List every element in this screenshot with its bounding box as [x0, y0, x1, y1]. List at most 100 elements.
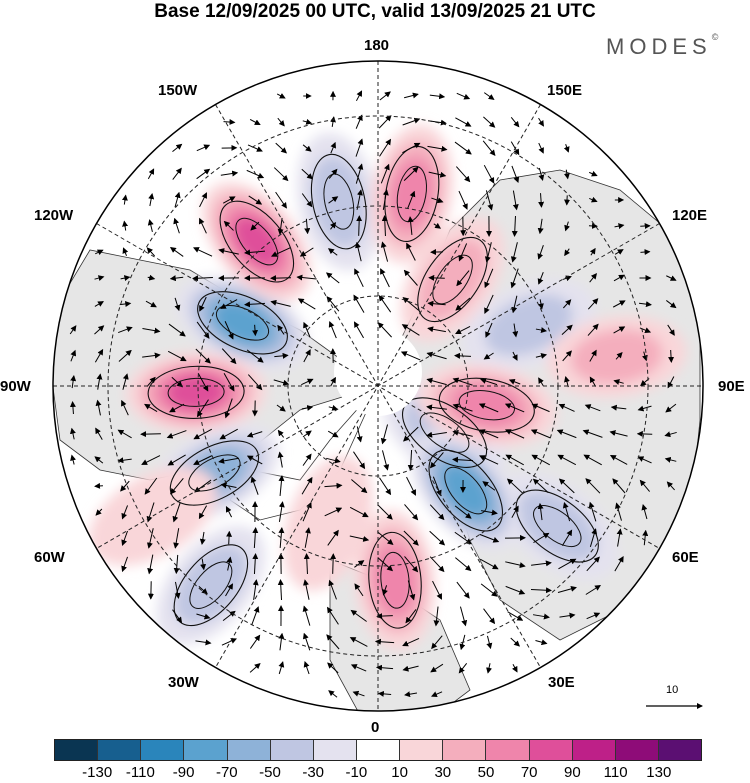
lon-label-180: 180 [364, 37, 390, 54]
streamline-contour [310, 153, 367, 250]
wind-arrow [639, 479, 651, 492]
lon-label-60w: 60W [34, 549, 65, 566]
wind-arrow [378, 115, 392, 129]
streamline-contour [167, 377, 225, 407]
colorbar-tick-label: 10 [391, 764, 408, 781]
wind-arrow [301, 405, 314, 411]
lon-label-150e: 150E [547, 82, 583, 99]
wind-arrow [192, 275, 213, 282]
wind-arrow [356, 426, 363, 443]
wind-arrow [146, 376, 156, 387]
wind-arrow [504, 429, 525, 439]
wind-arrow [637, 405, 652, 412]
wind-arrow [614, 223, 625, 230]
wind-arrow [144, 477, 158, 495]
wind-arrow [483, 116, 496, 128]
wind-arrow [530, 587, 552, 594]
wind-arrow [537, 502, 544, 521]
colorbar-swatch [443, 740, 487, 760]
streamline-contour [169, 440, 260, 506]
wind-arrow [351, 479, 368, 494]
wind-arrow [354, 560, 365, 568]
wind-arrow [302, 430, 312, 438]
wind-arrow [304, 218, 311, 235]
wind-arrow [400, 351, 421, 361]
wind-arrow [612, 300, 626, 308]
wind-arrow [328, 321, 337, 339]
wind-arrow [586, 612, 601, 620]
wind-arrow [199, 531, 206, 545]
wind-arrow [404, 691, 418, 698]
wind-arrow [664, 456, 677, 463]
polar-map [52, 60, 704, 712]
streamline-contour [197, 291, 288, 355]
wind-arrow [402, 142, 421, 154]
wind-arrow [561, 529, 573, 546]
colorbar-tick-label: -30 [302, 764, 325, 781]
wind-arrow [325, 272, 340, 284]
wind-arrow [485, 190, 494, 211]
wind-arrow [302, 453, 312, 466]
wind-arrow [330, 553, 337, 574]
wind-arrow [478, 403, 499, 413]
wind-arrow [404, 92, 419, 99]
wind-arrow [246, 431, 263, 438]
wind-arrow [95, 427, 103, 440]
wind-arrow [584, 404, 601, 412]
wind-arrow [278, 661, 285, 675]
wind-arrow [588, 170, 598, 177]
wind-arrow [427, 326, 446, 333]
colorbar-tick-label: 130 [646, 764, 672, 781]
wind-arrow [327, 529, 339, 546]
wind-arrow [302, 118, 313, 125]
wind-arrow [512, 323, 519, 338]
wind-arrow [167, 350, 187, 362]
wind-arrow [589, 247, 596, 256]
wind-arrow [276, 404, 286, 412]
wind-arrow [505, 561, 526, 569]
wind-arrow [512, 351, 518, 361]
wind-arrow [354, 268, 364, 288]
wind-arrow [426, 404, 447, 411]
colorbar-swatch [658, 740, 702, 760]
wind-arrow [121, 556, 128, 573]
wind-arrow [197, 372, 209, 392]
colorbar-ticks: -130 -110 -90 -70 -50 -30 -10 10 30 50 70 90 110 130 [54, 764, 702, 783]
wind-arrow [302, 144, 312, 152]
colorbar-tick-label: -130 [82, 764, 113, 781]
wind-arrow [403, 426, 419, 442]
wind-arrow [328, 579, 337, 600]
wind-arrow [251, 606, 260, 626]
wind-arrow [174, 581, 181, 600]
wind-arrow [121, 399, 129, 416]
wind-arrow [376, 531, 394, 545]
wind-arrow [169, 246, 184, 257]
wind-arrow [589, 528, 598, 548]
wind-arrow [561, 324, 573, 336]
wind-arrow [562, 350, 572, 362]
wind-arrow [147, 168, 155, 180]
wind-arrow [480, 583, 498, 597]
wind-arrow [429, 556, 445, 573]
wind-arrow [538, 142, 544, 154]
wind-arrow [349, 535, 370, 542]
wind-arrow [95, 399, 102, 416]
wind-arrow [402, 665, 419, 672]
wind-arrow [277, 117, 285, 127]
wind-arrow [297, 298, 316, 310]
wind-arrow [667, 324, 675, 336]
wind-arrow [376, 613, 393, 620]
wind-arrow [452, 429, 473, 437]
colorbar-swatch [313, 740, 357, 760]
wind-arrow [278, 527, 285, 549]
wind-arrow [429, 504, 445, 521]
wind-arrow [402, 296, 420, 311]
wind-arrow [302, 501, 312, 522]
wind-arrow [379, 477, 392, 496]
wind-arrow [250, 476, 259, 495]
wind-arrow [505, 585, 526, 595]
wind-arrow [270, 247, 291, 257]
wind-arrow [327, 662, 339, 674]
colorbar-swatch [55, 740, 99, 760]
wind-arrow [455, 166, 471, 183]
